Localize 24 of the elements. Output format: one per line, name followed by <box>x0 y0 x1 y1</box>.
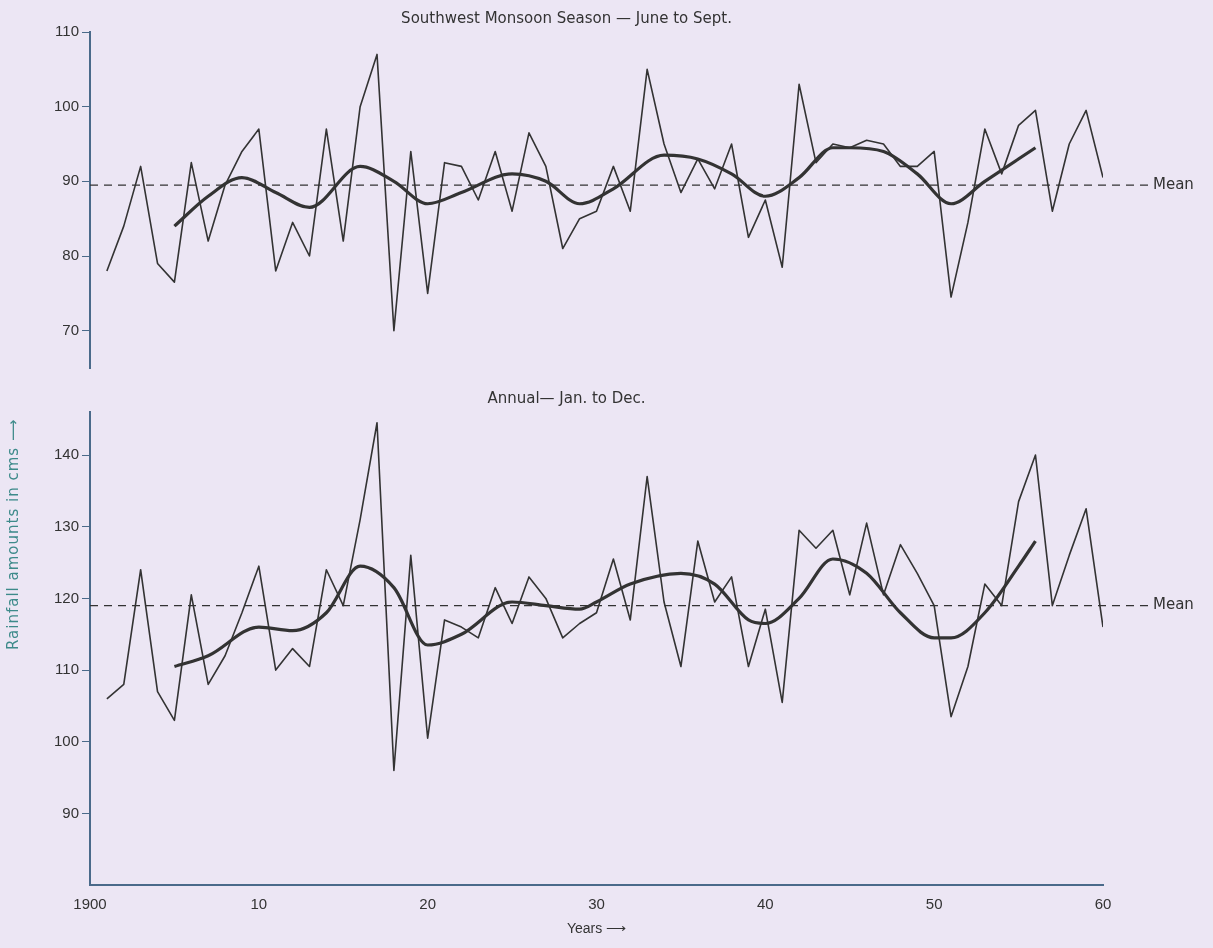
x-tick-label: 50 <box>925 895 943 913</box>
y-tick-label: 110 <box>55 660 79 678</box>
chart-title: Annual— Jan. to Dec. <box>487 388 646 407</box>
y-tick-label: 120 <box>53 588 79 606</box>
x-tick-label: 10 <box>250 895 268 913</box>
ref-line-label: Mean <box>1153 595 1194 614</box>
x-tick-label: 60 <box>1094 895 1112 913</box>
y-tick-label: 100 <box>53 731 79 749</box>
y-tick-label: 90 <box>62 171 79 189</box>
ref-line-label: Mean <box>1153 174 1194 193</box>
x-tick-label: 1900 <box>73 895 107 913</box>
y-tick-label: 130 <box>53 516 79 534</box>
y-tick-label: 90 <box>62 803 79 821</box>
chart-title: Southwest Monsoon Season — June to Sept. <box>401 8 732 27</box>
x-tick-label: 30 <box>588 895 605 913</box>
y-tick-label: 110 <box>55 22 79 40</box>
x-axis-title: Years ⟶ <box>566 920 627 937</box>
x-tick-label: 40 <box>756 895 774 913</box>
y-tick-label: 100 <box>53 96 79 114</box>
y-axis-title: Rainfall amounts in cms ⟶ <box>4 418 22 650</box>
x-tick-label: 20 <box>419 895 437 913</box>
y-tick-label: 70 <box>62 320 79 338</box>
y-tick-label: 80 <box>62 246 79 264</box>
y-tick-label: 140 <box>53 445 79 463</box>
